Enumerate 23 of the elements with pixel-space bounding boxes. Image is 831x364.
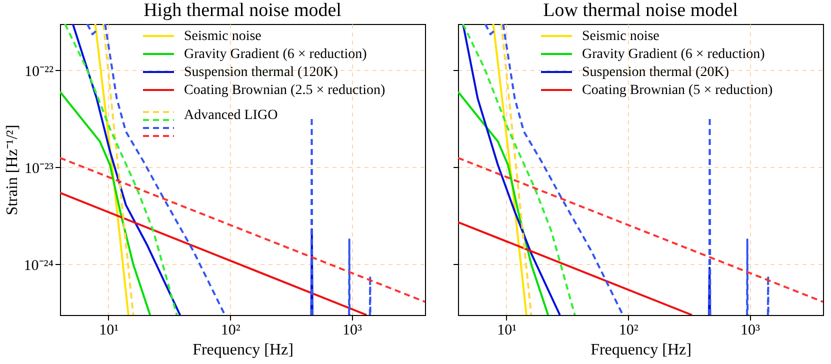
legend-label: Gravity Gradient (6 × reduction)	[582, 47, 766, 62]
x-tick-label: 10²	[220, 322, 241, 338]
x-axis-title: Frequency [Hz]	[192, 342, 294, 358]
x-tick-label: 10¹	[99, 322, 119, 338]
y-axis-title: Strain [Hz⁻¹/²]	[4, 124, 21, 216]
x-tick-label: 10³	[740, 322, 760, 338]
y-tick-label: 10⁻²³	[24, 160, 54, 177]
y-tick-label: 10⁻²⁴	[24, 258, 54, 274]
x-tick-label: 10¹	[497, 322, 517, 338]
legend-label: Seismic noise	[582, 29, 660, 44]
legend-label: Gravity Gradient (6 × reduction)	[184, 47, 368, 62]
legend-label: Suspension thermal (120K)	[184, 65, 338, 80]
legend-label: Suspension thermal (20K)	[582, 65, 730, 80]
legend-label: Advanced LIGO	[184, 108, 278, 123]
legend-label: Coating Brownian (2.5 × reduction)	[184, 83, 386, 98]
chart-title: High thermal noise model	[144, 0, 342, 21]
x-axis-title: Frequency [Hz]	[590, 342, 692, 358]
chart-title: Low thermal noise model	[543, 0, 738, 21]
legend-label: Seismic noise	[184, 29, 262, 44]
x-tick-label: 10²	[618, 322, 639, 338]
legend-label: Coating Brownian (5 × reduction)	[582, 83, 773, 98]
y-tick-label: 10⁻²²	[24, 64, 54, 80]
x-tick-label: 10³	[342, 322, 362, 338]
